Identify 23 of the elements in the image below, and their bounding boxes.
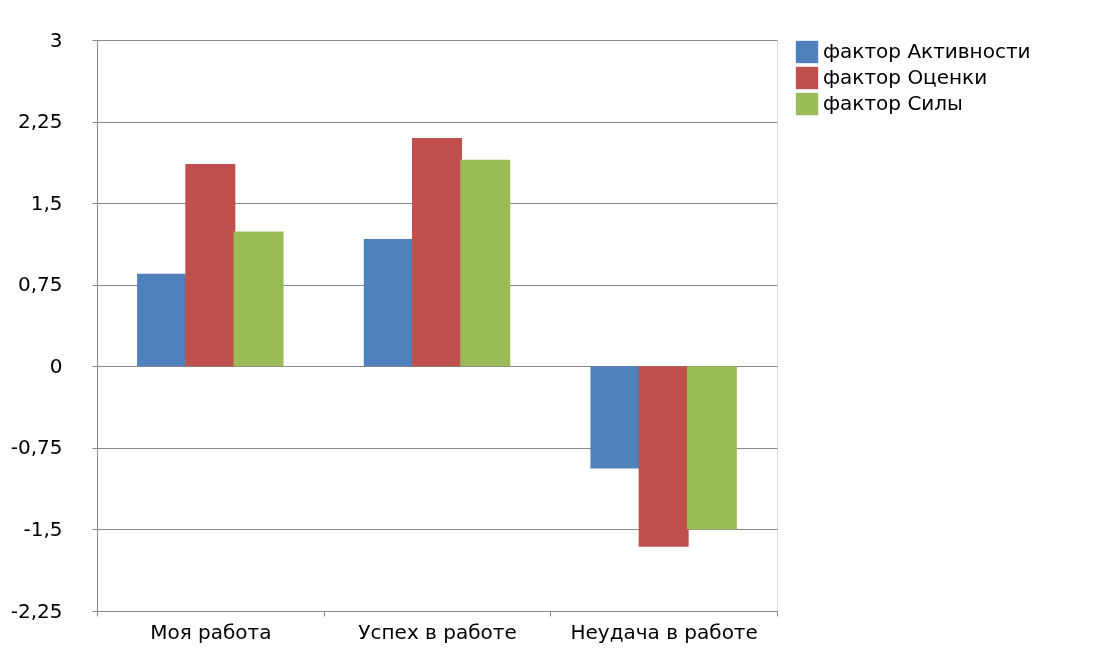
bar (412, 137, 462, 367)
y-tick-label: -2,25 (10, 598, 63, 623)
bar (363, 239, 414, 367)
bar (185, 163, 236, 367)
bar (137, 273, 188, 367)
legend-label: фактор Оценки (823, 65, 988, 89)
bar (638, 366, 689, 547)
legend-label: фактор Силы (823, 91, 963, 115)
y-tick-label: 1,5 (30, 190, 63, 215)
legend-label: фактор Активности (823, 39, 1031, 63)
y-tick-label: -0,75 (10, 435, 63, 460)
y-tick-label: 0,75 (17, 272, 63, 297)
bar (460, 159, 511, 367)
y-tick-label: 2,25 (17, 109, 63, 134)
bar (233, 231, 284, 367)
x-tick-label: Успех в работе (358, 619, 517, 644)
y-tick-label: 3 (49, 27, 63, 52)
bar (686, 366, 737, 530)
x-tick-label: Неудача в работе (570, 619, 758, 644)
y-tick-label: 0 (49, 353, 63, 378)
bar (590, 366, 641, 469)
x-tick-label: Моя работа (150, 619, 272, 644)
y-tick-label: -1,5 (23, 516, 63, 541)
